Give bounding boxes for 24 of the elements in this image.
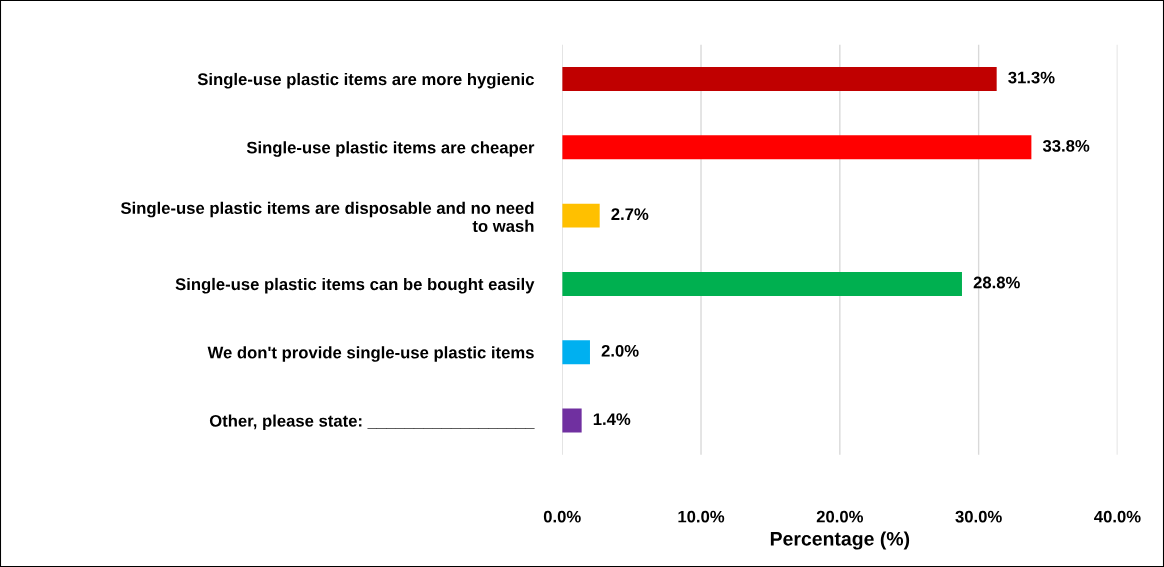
data-label: 2.7% [611,208,649,221]
y-tick-label: Other, please state: __________________ [209,414,535,431]
y-tick-label: We don't provide single-use plastic items [207,346,534,362]
x-tick-label: 10.0% [678,510,725,523]
data-label: 28.8% [973,276,1020,289]
bar [562,271,962,296]
data-label: 33.8% [1042,139,1090,152]
bar [562,203,600,228]
bar [562,67,997,91]
data-label: 1.4% [593,413,631,426]
y-tick-label: Single-use plastic items can be bought easily [175,277,535,294]
y-tick-label: Single-use plastic items are more hygienic [197,72,534,89]
x-tick-label: 20.0% [816,510,864,523]
y-tick-label: Single-use plastic items are disposable and no need to wash [120,201,534,233]
x-tick-label: 40.0% [1094,510,1141,523]
x-tick-label: 30.0% [955,510,1002,523]
y-tick-label: Single-use plastic items are cheaper [246,141,535,157]
bar [562,135,1032,160]
data-label: 31.3% [1008,71,1055,84]
bar [562,340,590,365]
x-tick-label: 0.0% [543,510,581,523]
data-label: 2.0% [601,344,639,357]
bar [562,408,582,433]
x-axis-title: Percentage (%) [770,531,910,550]
